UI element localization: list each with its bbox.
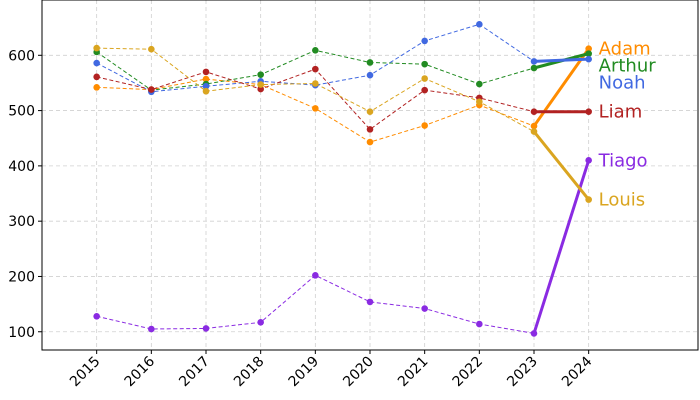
data-point-noah-2024 (585, 55, 592, 63)
data-point-louis-2024 (585, 196, 592, 203)
data-point-liam-2023 (530, 108, 538, 115)
x-tick-label-2024: 2024 (559, 353, 596, 390)
data-point-arthur-2023 (530, 64, 538, 72)
y-axis-ticks: 100 200 300 400 500 600 (8, 48, 42, 341)
data-point-arthur-2022 (476, 80, 483, 88)
data-point-louis-2021 (421, 75, 428, 82)
data-point-louis-2022 (476, 98, 483, 106)
data-point-tiago-2023 (530, 330, 538, 337)
data-point-tiago-2016 (148, 325, 155, 333)
data-point-arthur-2024 (585, 50, 592, 57)
data-point-adam-2021 (421, 122, 428, 129)
data-point-liam-2021 (421, 86, 428, 94)
data-point-tiago-2020 (366, 298, 374, 306)
data-point-louis-2017 (202, 87, 210, 95)
data-point-noah-2015 (93, 59, 100, 67)
series-line-noah (96, 23, 535, 93)
data-point-arthur-2021 (421, 60, 428, 68)
series-highlight-tiago (532, 158, 591, 335)
data-point-adam-2023 (530, 122, 538, 130)
data-point-noah-2021 (421, 37, 428, 45)
series-label-liam: Liam (599, 102, 643, 123)
data-point-liam-2020 (366, 126, 374, 133)
series-label-louis: Louis (599, 190, 646, 211)
data-point-arthur-2020 (366, 59, 374, 66)
data-point-tiago-2022 (476, 320, 483, 328)
series-label-noah: Noah (599, 73, 646, 94)
series-label-tiago: Tiago (598, 150, 648, 171)
data-point-arthur-2019 (312, 47, 319, 54)
data-point-louis-2019 (312, 80, 319, 87)
series-lines (96, 23, 591, 335)
data-point-liam-2016 (148, 86, 155, 93)
x-tick-label-2015: 2015 (67, 354, 104, 391)
data-point-louis-2018 (257, 81, 264, 88)
data-points (93, 21, 592, 337)
y-tick-label-600: 600 (8, 48, 35, 64)
x-axis-ticks: 2015 2016 2017 2018 2019 2020 2021 2022 2023 2024 (67, 350, 596, 390)
data-point-liam-2024 (585, 108, 592, 115)
x-tick-label-2017: 2017 (176, 354, 213, 391)
data-point-noah-2020 (366, 71, 374, 79)
y-tick-label-200: 200 (8, 269, 35, 285)
data-point-adam-2020 (366, 138, 374, 146)
data-point-liam-2019 (312, 65, 319, 73)
data-point-adam-2017 (202, 75, 210, 83)
x-tick-label-2020: 2020 (340, 354, 377, 391)
y-tick-label-300: 300 (8, 214, 35, 230)
series-highlight-noah (532, 57, 591, 63)
data-point-adam-2019 (312, 105, 319, 112)
series-line-louis (96, 47, 535, 133)
y-tick-label-400: 400 (8, 159, 35, 175)
series-label-adam: Adam (599, 39, 651, 60)
data-point-louis-2015 (93, 44, 100, 52)
data-point-tiago-2024 (585, 157, 592, 164)
series-highlight-louis (532, 130, 591, 202)
data-point-tiago-2015 (93, 312, 100, 320)
data-point-tiago-2017 (202, 325, 210, 332)
x-tick-label-2021: 2021 (395, 354, 432, 391)
data-point-noah-2017 (202, 82, 210, 90)
data-point-louis-2023 (530, 128, 538, 135)
data-point-noah-2022 (476, 21, 483, 28)
x-tick-label-2019: 2019 (286, 354, 323, 391)
series-label-arthur: Arthur (599, 56, 657, 77)
data-point-adam-2015 (93, 84, 100, 91)
data-point-louis-2020 (366, 108, 374, 115)
x-tick-label-2018: 2018 (231, 354, 268, 391)
data-point-louis-2016 (148, 45, 155, 53)
data-point-liam-2017 (202, 68, 210, 76)
data-point-liam-2015 (93, 73, 100, 81)
y-tick-label-100: 100 (8, 325, 35, 341)
data-point-tiago-2019 (312, 272, 319, 279)
y-tick-label-500: 500 (8, 104, 35, 120)
x-tick-label-2022: 2022 (450, 354, 487, 391)
data-point-tiago-2018 (257, 319, 264, 326)
data-point-adam-2024 (585, 45, 592, 52)
x-tick-label-2016: 2016 (122, 353, 159, 390)
data-point-tiago-2021 (421, 305, 428, 312)
x-tick-label-2023: 2023 (504, 354, 541, 391)
data-point-noah-2023 (530, 58, 538, 65)
data-point-arthur-2018 (257, 71, 264, 78)
